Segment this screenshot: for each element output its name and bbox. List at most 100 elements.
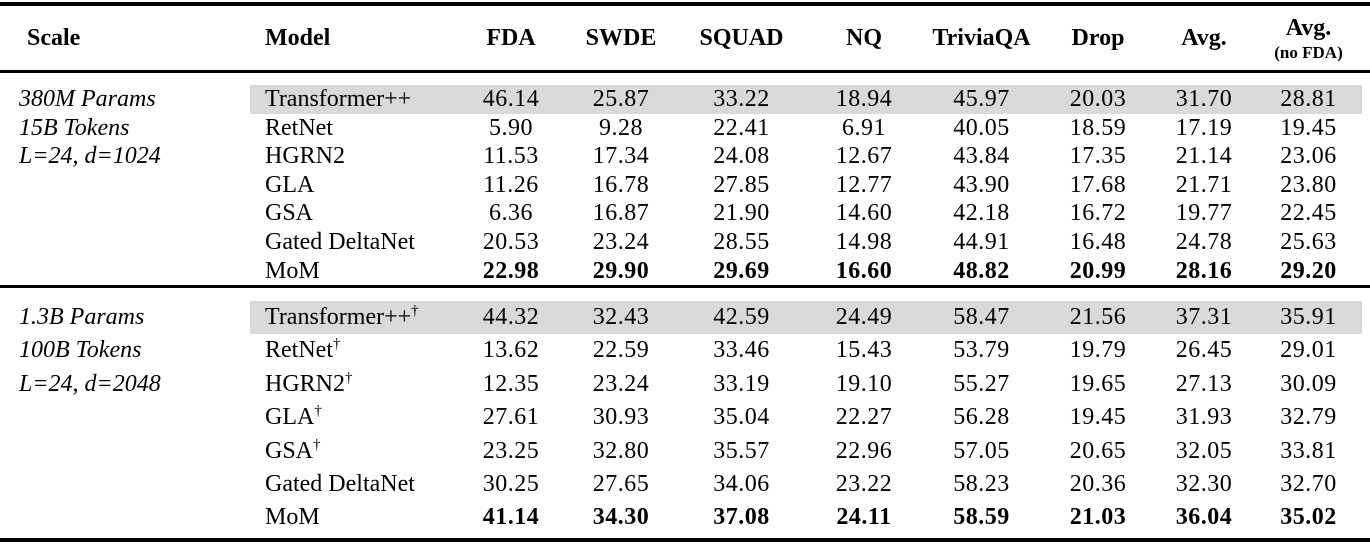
metric-value: 53.79 [953,337,1010,364]
metric-value: 32.80 [592,437,650,464]
metric-value: 21.03 [1069,504,1127,531]
model-name: HGRN2 [265,370,346,397]
metric-value: 58.59 [953,504,1010,531]
metric-value: 22.96 [835,437,893,464]
dagger-symbol: † [332,336,341,353]
bottom-rule [0,538,1370,542]
metric-value: 21.71 [1175,171,1233,198]
metric-value: 32.30 [1175,470,1233,497]
metric-value: 27.65 [592,470,650,497]
metric-value: 41.14 [482,504,540,531]
scale-line: L=24, d=2048 [19,370,161,397]
dagger-symbol: † [345,369,353,386]
metric-value: 28.81 [1255,85,1362,114]
metric-value: 42.18 [953,200,1010,227]
column-header: Scale [27,25,81,51]
metric-value: 33.46 [713,337,770,364]
metric-value: 25.87 [567,85,675,114]
metric-value: 6.91 [842,114,886,141]
metric-value: 12.35 [482,370,540,397]
model-name-cell: GLA† [250,401,455,434]
model-name-cell: GSA† [250,435,455,468]
metric-value: 32.43 [567,301,675,335]
metric-value: 22.59 [592,337,650,364]
metric-value: 18.59 [1069,114,1127,141]
metric-value: 19.79 [1069,337,1127,364]
metric-value: 35.02 [1280,504,1337,531]
metric-value: 29.20 [1280,257,1337,284]
model-name: MoM [265,504,320,531]
metric-value: 20.65 [1069,437,1127,464]
model-name: GLA [265,404,315,431]
metric-value: 55.27 [953,370,1010,397]
section-grid: 380M Params 15B Tokens L=24, d=1024 Transfo… [0,85,1362,285]
metric-value: 13.62 [482,337,540,364]
metric-value: 42.59 [675,301,808,335]
metric-value: 16.78 [592,171,650,198]
metric-value: 36.04 [1175,504,1233,531]
metric-value: 20.03 [1043,85,1153,114]
dagger-symbol: † [411,303,419,319]
metric-value: 37.08 [713,504,770,531]
metric-value: 32.79 [1280,404,1337,431]
metric-value: 23.24 [592,370,650,397]
metric-value: 17.35 [1069,143,1127,170]
model-name: GLA [265,171,315,198]
scale-cell: 1.3B Params 100B Tokens L=24, d=2048 [0,301,250,535]
table-header-row: Scale Model FDA SWDE SQUAD NQ TriviaQA Drop Avg.… [0,6,1362,70]
section-grid: 1.3B Params 100B Tokens L=24, d=2048 Transf… [0,301,1362,535]
metric-value: 23.80 [1280,171,1337,198]
column-header-sublabel: (no FDA) [1274,43,1343,62]
column-header: Model [265,25,331,51]
metric-value: 20.99 [1069,257,1127,284]
model-name-cell: HGRN2† [250,368,455,401]
metric-value: 19.45 [1280,114,1337,141]
metric-value: 16.72 [1069,200,1127,227]
metric-value: 18.94 [808,85,920,114]
metric-value: 19.10 [835,370,893,397]
metric-value: 20.36 [1069,470,1127,497]
metric-value: 22.98 [482,257,540,284]
metric-value: 28.16 [1175,257,1233,284]
metric-value: 22.45 [1280,200,1337,227]
column-header-avg-no-fda: Avg. (no FDA) [1255,6,1362,70]
metric-value: 34.06 [713,470,770,497]
scale-line: 380M Params [19,86,156,112]
model-name: Gated DeltaNet [265,228,415,255]
model-name-cell: Gated DeltaNet [250,468,455,501]
metric-value: 20.53 [482,228,540,255]
column-header: FDA [486,25,536,51]
metric-value: 33.81 [1280,437,1337,464]
metric-value: 58.47 [920,301,1043,335]
metric-value: 17.34 [592,143,650,170]
metric-value: 43.84 [953,143,1010,170]
model-name-cell: GSA [250,199,455,228]
metric-value: 27.85 [713,171,770,198]
column-header: TriviaQA [932,25,1031,51]
dagger-symbol: † [314,403,322,420]
top-rule [0,2,1370,6]
model-name: HGRN2 [265,143,346,170]
metric-value: 35.57 [713,437,770,464]
model-name-cell: Gated DeltaNet [250,228,455,257]
model-name-cell: MoM [250,257,455,286]
metric-value: 24.08 [713,143,770,170]
scale-line: L=24, d=1024 [19,143,161,170]
model-name-cell: RetNet [250,114,455,143]
model-name: RetNet [265,114,333,141]
metric-value: 24.49 [808,301,920,335]
table-section-1-3b: 1.3B Params 100B Tokens L=24, d=2048 Transf… [0,301,1362,535]
metric-value: 19.45 [1069,404,1127,431]
model-name-cell: GLA [250,171,455,200]
model-name-cell: MoM [250,501,455,534]
metric-value: 23.06 [1280,143,1337,170]
metric-value: 30.93 [592,404,650,431]
metric-value: 16.48 [1069,228,1127,255]
metric-value: 56.28 [953,404,1010,431]
dagger-symbol: † [313,436,321,453]
model-name-cell: Transformer++† [250,301,455,335]
metric-value: 30.25 [482,470,540,497]
section-divider-rule [0,285,1370,288]
metric-value: 6.36 [489,200,533,227]
